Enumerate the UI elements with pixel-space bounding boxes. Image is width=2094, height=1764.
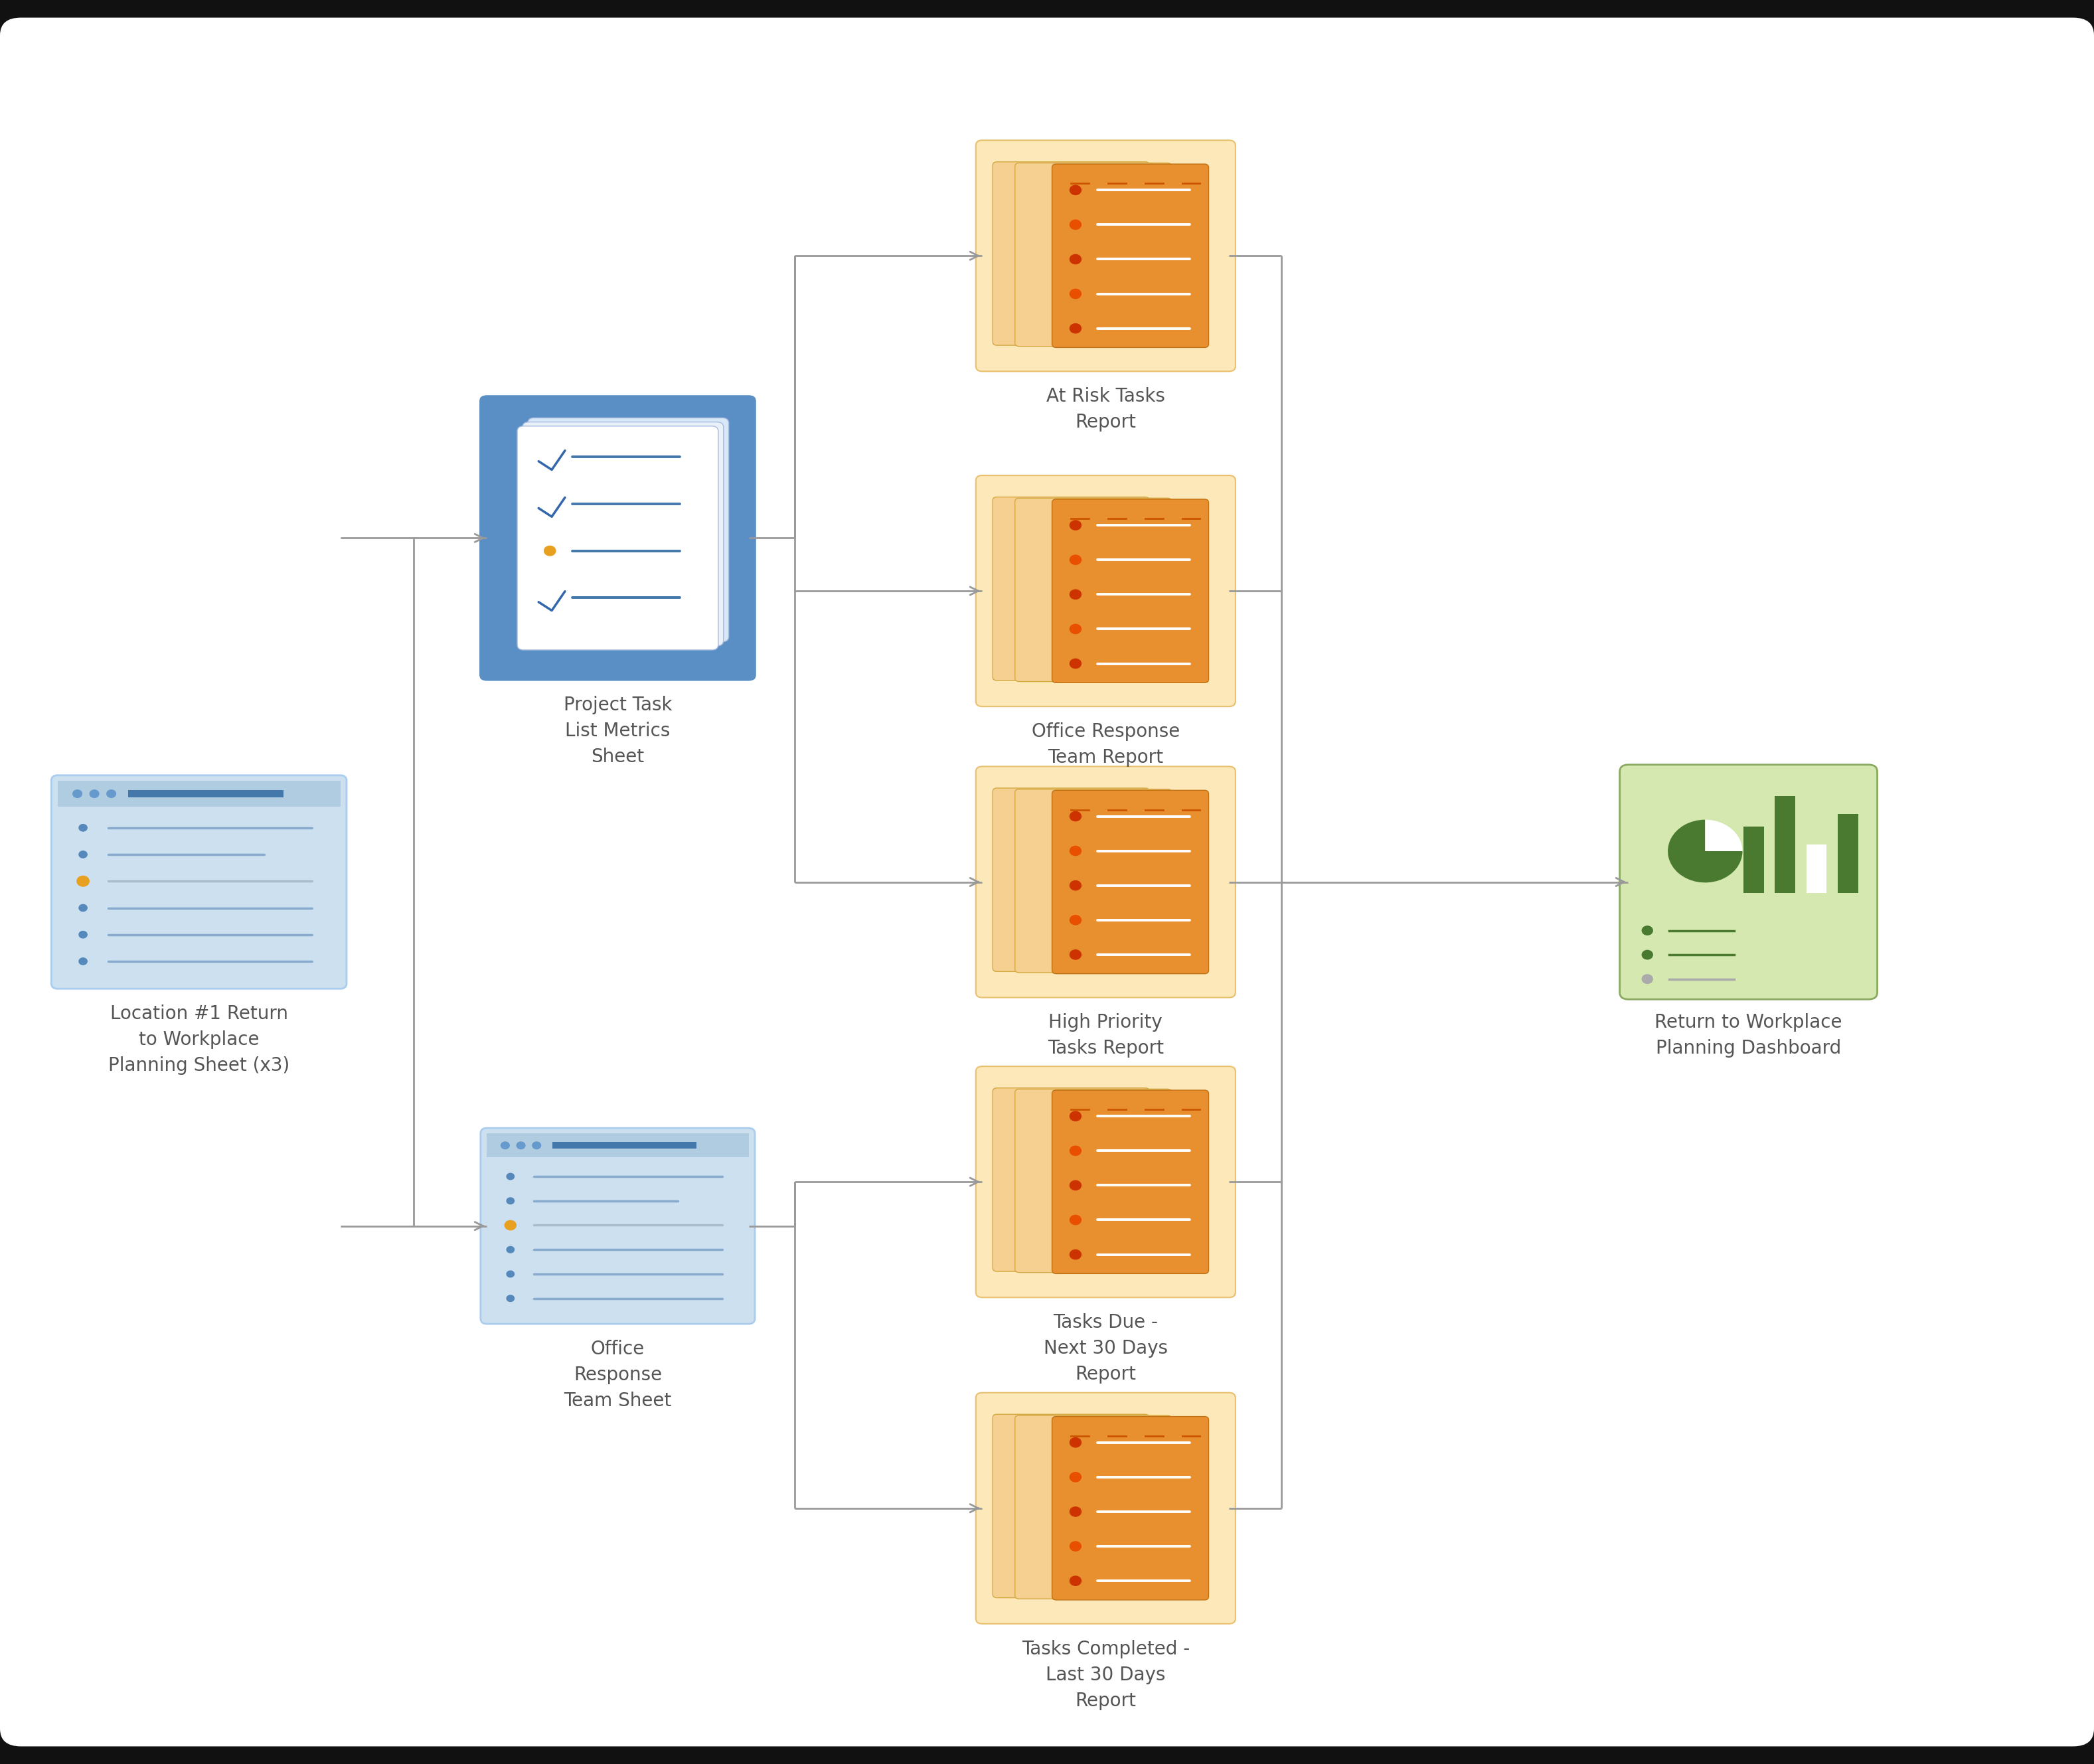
Bar <box>1807 845 1826 893</box>
Circle shape <box>1070 289 1081 298</box>
Circle shape <box>1070 916 1081 924</box>
Text: Tasks Due -
Next 30 Days
Report: Tasks Due - Next 30 Days Report <box>1043 1312 1168 1383</box>
FancyBboxPatch shape <box>993 162 1150 346</box>
FancyBboxPatch shape <box>0 18 2094 1746</box>
Text: Location #1 Return
to Workplace
Planning Sheet (x3): Location #1 Return to Workplace Planning… <box>109 1004 289 1074</box>
Text: Return to Workplace
Planning Dashboard: Return to Workplace Planning Dashboard <box>1654 1013 1843 1058</box>
Circle shape <box>507 1270 515 1277</box>
Circle shape <box>1070 1575 1081 1586</box>
FancyBboxPatch shape <box>1051 1090 1208 1274</box>
Circle shape <box>1070 1473 1081 1482</box>
Circle shape <box>80 905 88 912</box>
Text: Tasks Completed -
Last 30 Days
Report: Tasks Completed - Last 30 Days Report <box>1022 1641 1189 1709</box>
Circle shape <box>1070 847 1081 856</box>
Circle shape <box>1070 811 1081 820</box>
Circle shape <box>1070 520 1081 529</box>
FancyBboxPatch shape <box>477 395 758 683</box>
Circle shape <box>1070 624 1081 633</box>
FancyBboxPatch shape <box>1016 497 1173 681</box>
Circle shape <box>505 1221 515 1230</box>
Circle shape <box>80 850 88 857</box>
FancyBboxPatch shape <box>57 780 339 806</box>
Circle shape <box>517 1141 526 1148</box>
Circle shape <box>90 790 98 797</box>
Circle shape <box>1070 556 1081 564</box>
Circle shape <box>1070 880 1081 891</box>
Circle shape <box>507 1247 515 1252</box>
Text: Office Response
Team Report: Office Response Team Report <box>1032 723 1179 767</box>
Circle shape <box>1070 1215 1081 1224</box>
Circle shape <box>80 824 88 831</box>
Circle shape <box>1070 220 1081 229</box>
Wedge shape <box>1667 820 1742 882</box>
Circle shape <box>1070 254 1081 265</box>
Text: Project Task
List Metrics
Sheet: Project Task List Metrics Sheet <box>563 697 672 766</box>
FancyBboxPatch shape <box>976 139 1235 370</box>
Circle shape <box>507 1295 515 1302</box>
Circle shape <box>1070 1542 1081 1551</box>
Circle shape <box>107 790 115 797</box>
Circle shape <box>507 1198 515 1205</box>
Text: At Risk Tasks
Report: At Risk Tasks Report <box>1047 386 1164 432</box>
Circle shape <box>507 1173 515 1180</box>
FancyBboxPatch shape <box>480 1129 756 1323</box>
FancyBboxPatch shape <box>976 766 1235 998</box>
Bar <box>128 790 285 797</box>
FancyBboxPatch shape <box>976 475 1235 706</box>
FancyBboxPatch shape <box>993 1088 1150 1272</box>
Wedge shape <box>1705 820 1742 852</box>
Text: Office
Response
Team Sheet: Office Response Team Sheet <box>563 1341 672 1409</box>
FancyBboxPatch shape <box>976 1394 1235 1623</box>
Circle shape <box>500 1141 509 1148</box>
FancyBboxPatch shape <box>1051 1416 1208 1600</box>
FancyBboxPatch shape <box>1016 789 1173 972</box>
Bar <box>1744 826 1763 893</box>
FancyBboxPatch shape <box>50 776 348 988</box>
Circle shape <box>1070 949 1081 960</box>
FancyBboxPatch shape <box>993 497 1150 681</box>
Circle shape <box>1642 951 1652 960</box>
Circle shape <box>1070 658 1081 669</box>
Circle shape <box>1642 974 1652 984</box>
Circle shape <box>1070 1249 1081 1259</box>
FancyBboxPatch shape <box>524 422 725 646</box>
FancyBboxPatch shape <box>1051 499 1208 683</box>
Circle shape <box>1070 1506 1081 1517</box>
Circle shape <box>80 931 88 938</box>
FancyBboxPatch shape <box>517 427 718 649</box>
FancyBboxPatch shape <box>993 789 1150 972</box>
Circle shape <box>73 790 82 797</box>
FancyBboxPatch shape <box>1016 162 1173 346</box>
FancyBboxPatch shape <box>486 1134 750 1157</box>
Text: High Priority
Tasks Report: High Priority Tasks Report <box>1047 1013 1164 1058</box>
FancyBboxPatch shape <box>1016 1415 1173 1598</box>
Circle shape <box>532 1141 540 1148</box>
Circle shape <box>1070 185 1081 194</box>
Bar <box>1776 796 1795 893</box>
Circle shape <box>77 877 90 886</box>
Circle shape <box>1070 1111 1081 1120</box>
Circle shape <box>80 958 88 965</box>
Circle shape <box>1070 1180 1081 1191</box>
Circle shape <box>1070 589 1081 600</box>
Bar <box>553 1141 695 1148</box>
FancyBboxPatch shape <box>976 1065 1235 1298</box>
Circle shape <box>1070 1147 1081 1155</box>
Bar <box>1839 815 1857 893</box>
FancyBboxPatch shape <box>993 1415 1150 1598</box>
FancyBboxPatch shape <box>1619 766 1876 998</box>
FancyBboxPatch shape <box>1051 790 1208 974</box>
FancyBboxPatch shape <box>1016 1088 1173 1272</box>
Circle shape <box>1070 323 1081 333</box>
FancyBboxPatch shape <box>1051 164 1208 348</box>
Circle shape <box>1642 926 1652 935</box>
Circle shape <box>1070 1438 1081 1446</box>
FancyBboxPatch shape <box>528 418 729 642</box>
Circle shape <box>544 547 555 556</box>
